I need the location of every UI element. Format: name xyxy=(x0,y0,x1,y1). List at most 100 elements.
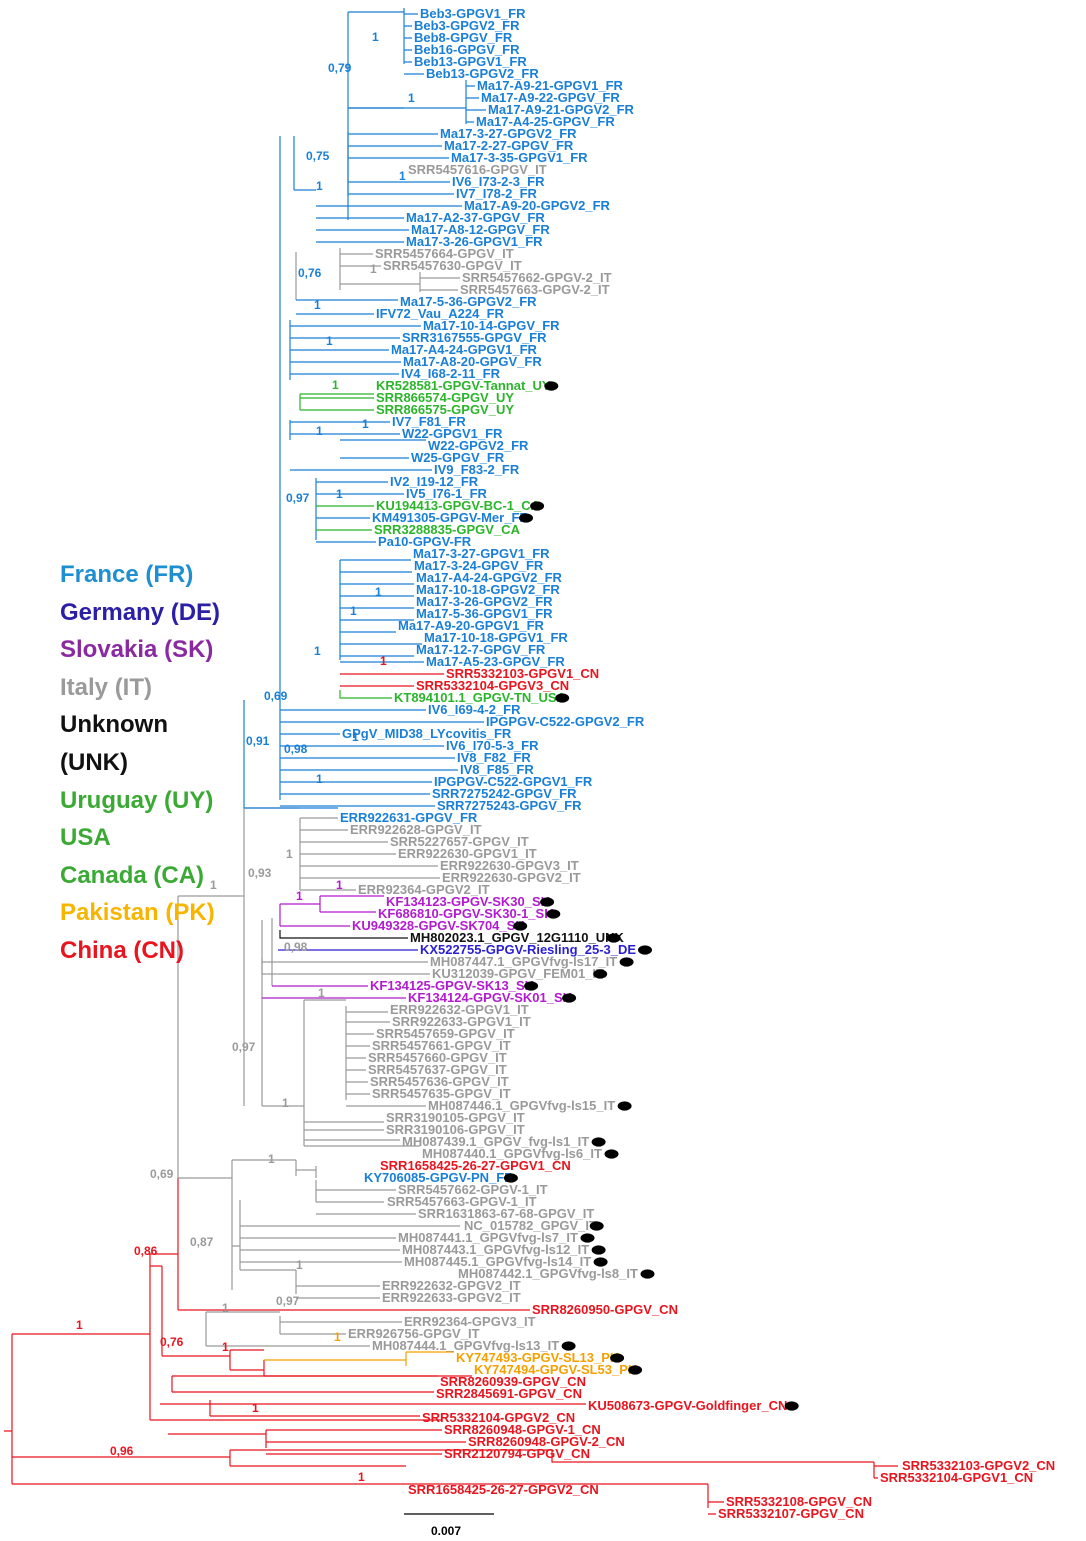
leaf-label: SRR866574-GPGV_UY xyxy=(376,390,514,405)
support-value: 1 xyxy=(375,585,382,599)
reference-genome-marker xyxy=(606,933,621,943)
tree-branch xyxy=(316,205,462,243)
support-value: 1 xyxy=(76,1318,83,1332)
leaf-label: MH802023.1_GPGV_12G1110_UNK xyxy=(410,930,625,945)
leaf-label: Pa10-GPGV-FR xyxy=(378,534,472,549)
leaf-label: Ma17-3-24-GPGV_FR xyxy=(414,558,544,573)
leaf-label: IV7_F81_FR xyxy=(392,414,466,429)
support-value: 0,76 xyxy=(160,1335,184,1349)
leaf-label: SRR5332108-GPGV_CN xyxy=(726,1494,872,1509)
tree-branch xyxy=(304,999,420,1147)
leaf-label: SRR1658425-26-27-GPGV2_CN xyxy=(408,1482,599,1497)
leaf-label: IV6_I69-4-2_FR xyxy=(428,702,521,717)
tree-branch xyxy=(150,1265,264,1371)
leaf-label: IPGPGV-C522-GPGV1_FR xyxy=(434,774,593,789)
support-value: 1 xyxy=(370,262,377,276)
reference-genome-marker xyxy=(562,993,577,1003)
leaf-label: MH087439.1_GPGV_fvg-ls1_IT xyxy=(402,1134,589,1149)
leaf-label: SRR5332104-GPGV1_CN xyxy=(880,1470,1033,1485)
reference-genome-marker xyxy=(604,1149,619,1159)
tree-branch xyxy=(315,1180,416,1215)
leaf-label: SRR5457664-GPGV_IT xyxy=(375,246,514,261)
support-value: 1 xyxy=(362,417,369,431)
support-value: 0,87 xyxy=(190,1235,214,1249)
leaf-label: Ma17-5-36-GPGV2_FR xyxy=(400,294,537,309)
leaf-label: ERR926756-GPGV_IT xyxy=(348,1326,480,1341)
leaf-labels: Beb3-GPGV1_FRBeb3-GPGV2_FRBeb8-GPGV_FRBe… xyxy=(340,6,1055,1521)
reference-genome-marker xyxy=(546,909,561,919)
support-value: 1 xyxy=(222,1340,229,1354)
tree-branch xyxy=(465,80,486,124)
leaf-label: KY747493-GPGV-SL13_PK xyxy=(456,1350,620,1365)
support-value: 1 xyxy=(252,1401,259,1415)
tree-branch xyxy=(279,930,408,939)
leaf-label: ERR922633-GPGV2_IT xyxy=(382,1290,521,1305)
leaf-label: SRR5332104-GPGV3_CN xyxy=(416,678,569,693)
support-value: 1 xyxy=(296,889,303,903)
legend-entry: USA xyxy=(60,824,111,852)
leaf-label: KF134124-GPGV-SK01_SK xyxy=(408,990,573,1005)
tree-branch xyxy=(707,1484,724,1515)
leaf-label: Ma17-A9-21-GPGV1_FR xyxy=(477,78,624,93)
leaf-label: MH087440.1_GPGVfvg-ls6_IT xyxy=(422,1146,602,1161)
leaf-label: IV8_F85_FR xyxy=(460,762,534,777)
leaf-label: Beb16-GPGV_FR xyxy=(414,42,520,57)
leaf-label: IV6_I70-5-3_FR xyxy=(446,738,539,753)
leaf-label: Ma17-A4-24-GPGV2_FR xyxy=(416,570,563,585)
support-value: 1 xyxy=(326,334,333,348)
tree-branch xyxy=(4,1333,708,1485)
leaf-label: IV7_I78-2_FR xyxy=(456,186,538,201)
leaf-label: MH087443.1_GPGVfvg-ls12_IT xyxy=(402,1242,589,1257)
support-value: 0,98 xyxy=(284,940,308,954)
leaf-label: SRR8260950-GPGV_CN xyxy=(532,1302,678,1317)
leaf-label: MH087447.1_GPGVfvg-ls17_IT xyxy=(430,954,617,969)
reference-genome-marker xyxy=(555,693,570,703)
leaf-label: KX522755-GPGV-Riesling_25-3_DE xyxy=(420,942,636,957)
country-legend: France (FR) Germany (DE) Slovakia (SK) Ital… xyxy=(60,556,220,970)
reference-genome-marker xyxy=(503,1173,518,1183)
support-value: 1 xyxy=(316,424,323,438)
tree-branch xyxy=(299,817,440,891)
leaf-label: Beb3-GPGV1_FR xyxy=(420,6,526,21)
reference-genome-marker xyxy=(619,957,634,967)
reference-genome-marker xyxy=(519,513,533,523)
leaf-label: SRR8260939-GPGV_CN xyxy=(440,1374,586,1389)
reference-genome-marker xyxy=(540,897,555,907)
leaf-label: IPGPGV-C522-GPGV2_FR xyxy=(486,714,645,729)
leaf-label: Ma17-A9-20-GPGV1_FR xyxy=(398,618,545,633)
legend-entry: Canada (CA) xyxy=(60,861,205,889)
leaf-label: Ma17-5-36-GPGV1_FR xyxy=(416,606,553,621)
leaf-label: MH087444.1_GPGVfvg-ls13_IT xyxy=(372,1338,559,1353)
tree-branch xyxy=(339,559,424,663)
leaf-label: SRR922633-GPGV1_IT xyxy=(392,1014,531,1029)
tree-branch xyxy=(299,393,374,411)
leaf-label: KR528581-GPGV-Tannat_UY xyxy=(376,378,551,393)
leaf-label: SRR7275243-GPGV_FR xyxy=(437,798,582,813)
tree-branch xyxy=(171,1375,438,1393)
support-value: 0,79 xyxy=(328,61,352,75)
leaf-label: ERR922630-GPGV1_IT xyxy=(398,846,537,861)
tree-branch xyxy=(296,299,398,315)
tree-branch xyxy=(231,1159,296,1290)
support-value: 1 xyxy=(222,1301,229,1315)
leaf-label: Ma17-A9-21-GPGV2_FR xyxy=(488,102,635,117)
reference-markers xyxy=(503,381,799,1411)
reference-genome-marker xyxy=(589,1221,604,1231)
reference-genome-marker xyxy=(640,1269,655,1279)
leaf-label: SRR2845691-GPGV_CN xyxy=(436,1386,582,1401)
support-value: 1 xyxy=(336,878,343,892)
leaf-label: Ma17-10-18-GPGV2_FR xyxy=(416,582,560,597)
leaf-label: KU949328-GPGV-SK704_SK xyxy=(352,918,525,933)
leaf-label: Ma17-3-26-GPGV2_FR xyxy=(416,594,553,609)
support-value: 0,75 xyxy=(306,149,330,163)
leaf-label: Ma17-A4-25-GPGV_FR xyxy=(476,114,615,129)
leaf-label: KM491305-GPGV-Mer_FR xyxy=(372,510,529,525)
leaf-label: KU508673-GPGV-Goldfinger_CN xyxy=(588,1398,787,1413)
support-value: 0,97 xyxy=(276,1294,300,1308)
leaf-label: Ma17-A8-12-GPGV_FR xyxy=(411,222,550,237)
leaf-label: Beb3-GPGV2_FR xyxy=(414,18,520,33)
leaf-label: Beb13-GPGV1_FR xyxy=(414,54,527,69)
leaf-label: Ma17-A9-22-GPGV_FR xyxy=(481,90,620,105)
tree-branch xyxy=(261,958,430,975)
leaf-label: W22-GPGV1_FR xyxy=(402,426,503,441)
